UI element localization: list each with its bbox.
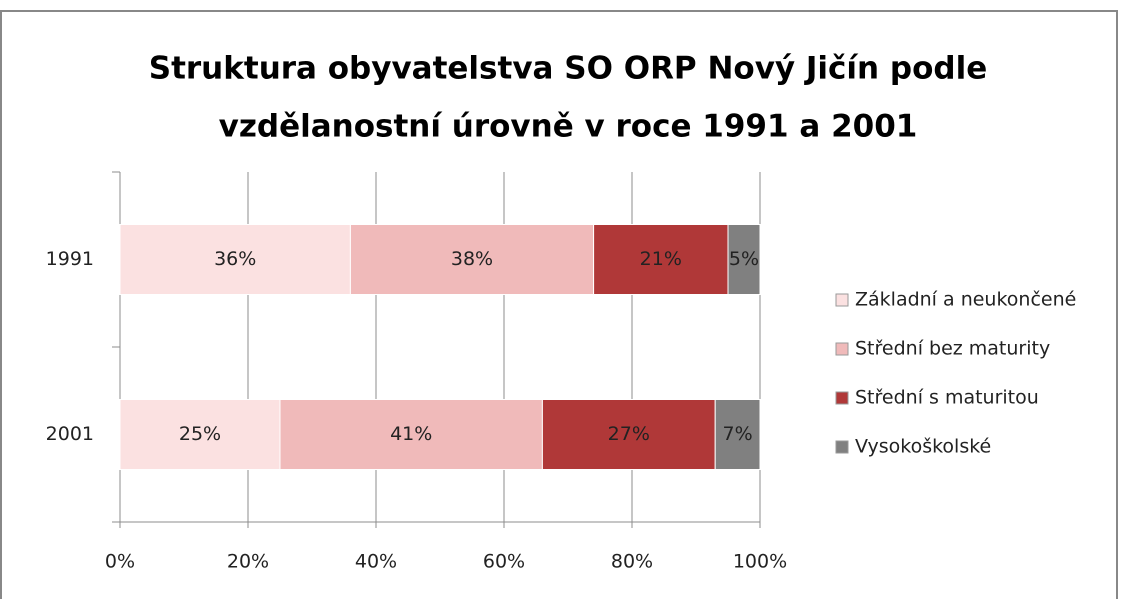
data-label: 41%	[390, 423, 432, 445]
chart-frame	[0, 10, 1118, 599]
x-tick-label: 60%	[483, 551, 525, 573]
data-label: 25%	[179, 423, 221, 445]
x-tick-label: 20%	[227, 551, 269, 573]
x-tick-label: 40%	[355, 551, 397, 573]
legend-label: Základní a neukončené	[855, 289, 1076, 311]
legend-swatch	[835, 391, 849, 405]
data-label: 36%	[214, 248, 256, 270]
data-label: 7%	[723, 423, 753, 445]
y-tick-label: 1991	[46, 248, 94, 270]
data-label: 5%	[729, 248, 759, 270]
bar-segment	[727, 224, 761, 295]
legend-swatch	[835, 440, 849, 454]
x-tick-label: 100%	[733, 551, 787, 573]
legend-swatch	[835, 293, 849, 307]
chart-title: vzdělanostní úrovně v roce 1991 a 2001	[219, 109, 918, 145]
data-label: 21%	[640, 248, 682, 270]
legend-label: Vysokoškolské	[855, 436, 991, 458]
y-tick-label: 2001	[46, 423, 94, 445]
bar-segment	[593, 224, 729, 295]
data-label: 38%	[451, 248, 493, 270]
chart-title: Struktura obyvatelstva SO ORP Nový Jičín…	[149, 51, 988, 87]
legend-swatch	[835, 342, 849, 356]
bar-segment	[279, 399, 543, 470]
legend-label: Střední bez maturity	[855, 338, 1050, 360]
bar-segment	[119, 399, 281, 470]
x-tick-label: 80%	[611, 551, 653, 573]
data-label: 27%	[608, 423, 650, 445]
bar-segment	[714, 399, 761, 470]
legend-label: Střední s maturitou	[855, 387, 1039, 409]
x-tick-label: 0%	[105, 551, 135, 573]
